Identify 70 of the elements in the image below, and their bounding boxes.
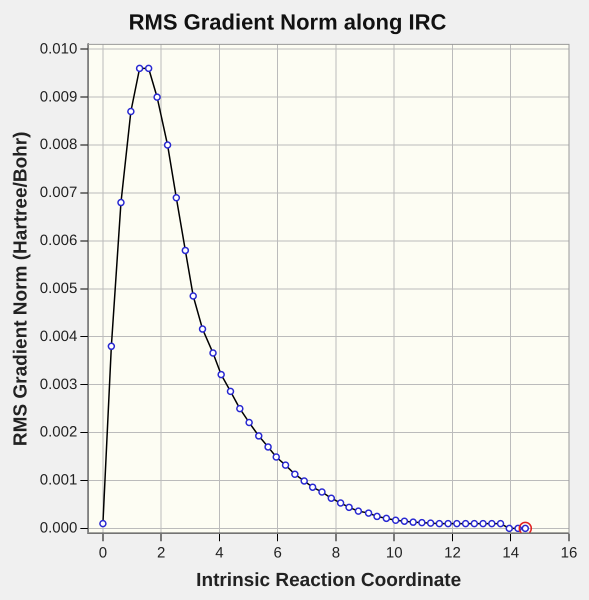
point: [144, 64, 152, 72]
point: [518, 522, 532, 534]
point: [506, 524, 514, 532]
point: [136, 64, 144, 72]
x-tick-label: 8: [332, 544, 340, 562]
point: [164, 141, 172, 149]
point: [108, 342, 116, 350]
point: [318, 488, 326, 496]
point: [453, 520, 461, 528]
x-tick-label: 6: [274, 544, 282, 562]
chart-title: RMS Gradient Norm along IRC: [128, 9, 447, 34]
point: [462, 520, 470, 528]
point: [444, 520, 452, 528]
x-tick-label: 4: [215, 544, 224, 562]
x-tick-label: 2: [156, 544, 166, 562]
point: [172, 194, 180, 202]
y-axis-title: RMS Gradient Norm (Hartree/Bohr): [10, 131, 32, 446]
point: [226, 388, 234, 396]
point: [245, 418, 253, 426]
point: [282, 461, 290, 469]
point: [479, 520, 487, 528]
y-tick-label: 0.008: [40, 136, 78, 154]
point: [291, 470, 299, 478]
y-tick-label: 0.000: [40, 520, 78, 537]
point: [255, 432, 263, 440]
point: [392, 516, 400, 524]
point: [264, 443, 272, 451]
point: [153, 93, 161, 101]
point: [354, 507, 362, 515]
point: [496, 520, 504, 528]
point: [373, 512, 381, 520]
y-tick-label: 0.001: [40, 472, 78, 489]
point: [336, 499, 344, 507]
y-tick-label: 0.010: [40, 40, 78, 58]
point: [236, 404, 244, 412]
point: [400, 517, 408, 525]
x-tick-label: 12: [444, 544, 461, 562]
y-tick-label: 0.005: [40, 280, 78, 297]
y-tick-label: 0.002: [40, 424, 78, 441]
y-tick-label: 0.007: [40, 184, 78, 202]
point: [382, 514, 390, 522]
point: [117, 198, 125, 206]
point: [127, 108, 135, 116]
y-tick-label: 0.009: [40, 88, 78, 106]
point: [272, 453, 280, 461]
y-tick-label: 0.004: [40, 328, 78, 345]
point: [300, 477, 308, 485]
point: [328, 494, 336, 502]
point: [209, 349, 217, 357]
point: [308, 483, 316, 491]
x-tick-label: 16: [560, 544, 578, 562]
point: [345, 504, 353, 512]
point: [418, 518, 426, 526]
point: [436, 520, 444, 528]
point: [217, 370, 225, 378]
x-tick-label: 14: [502, 544, 520, 562]
x-tick-label: 10: [386, 544, 403, 562]
point: [182, 246, 190, 254]
y-tick-label: 0.003: [40, 376, 78, 393]
point: [470, 520, 478, 528]
point: [488, 520, 496, 528]
y-tick-label: 0.006: [40, 232, 78, 250]
x-tick-label: 0: [98, 544, 108, 562]
point: [99, 520, 107, 528]
point: [198, 325, 206, 333]
x-axis-title: Intrinsic Reaction Coordinate: [196, 570, 462, 591]
point: [409, 518, 417, 526]
point: [426, 519, 434, 527]
point: [189, 292, 197, 300]
point: [364, 509, 372, 517]
